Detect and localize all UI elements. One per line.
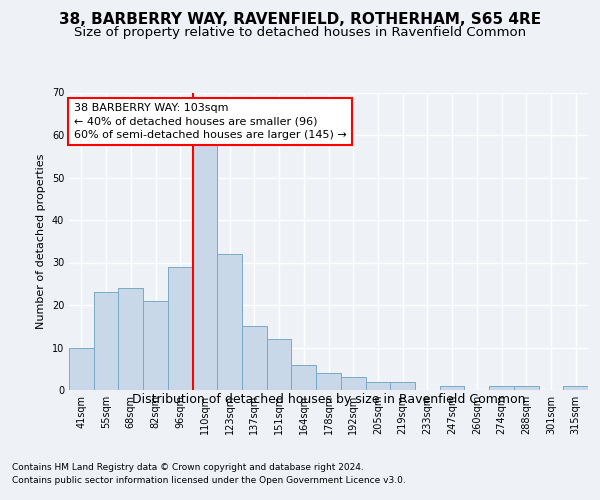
Bar bbox=[365, 382, 390, 390]
Bar bbox=[143, 300, 168, 390]
Y-axis label: Number of detached properties: Number of detached properties bbox=[36, 154, 46, 329]
Bar bbox=[168, 267, 193, 390]
Bar bbox=[390, 382, 415, 390]
Bar bbox=[440, 386, 464, 390]
Bar bbox=[563, 386, 588, 390]
Bar bbox=[514, 386, 539, 390]
Text: 38, BARBERRY WAY, RAVENFIELD, ROTHERHAM, S65 4RE: 38, BARBERRY WAY, RAVENFIELD, ROTHERHAM,… bbox=[59, 12, 541, 28]
Bar bbox=[118, 288, 143, 390]
Bar bbox=[94, 292, 118, 390]
Text: Contains public sector information licensed under the Open Government Licence v3: Contains public sector information licen… bbox=[12, 476, 406, 485]
Text: Distribution of detached houses by size in Ravenfield Common: Distribution of detached houses by size … bbox=[132, 392, 526, 406]
Bar bbox=[341, 377, 365, 390]
Bar bbox=[489, 386, 514, 390]
Bar bbox=[193, 144, 217, 390]
Text: 38 BARBERRY WAY: 103sqm
← 40% of detached houses are smaller (96)
60% of semi-de: 38 BARBERRY WAY: 103sqm ← 40% of detache… bbox=[74, 103, 347, 140]
Bar bbox=[292, 364, 316, 390]
Bar bbox=[242, 326, 267, 390]
Text: Contains HM Land Registry data © Crown copyright and database right 2024.: Contains HM Land Registry data © Crown c… bbox=[12, 462, 364, 471]
Bar bbox=[69, 348, 94, 390]
Bar bbox=[316, 373, 341, 390]
Text: Size of property relative to detached houses in Ravenfield Common: Size of property relative to detached ho… bbox=[74, 26, 526, 39]
Bar bbox=[217, 254, 242, 390]
Bar bbox=[267, 339, 292, 390]
